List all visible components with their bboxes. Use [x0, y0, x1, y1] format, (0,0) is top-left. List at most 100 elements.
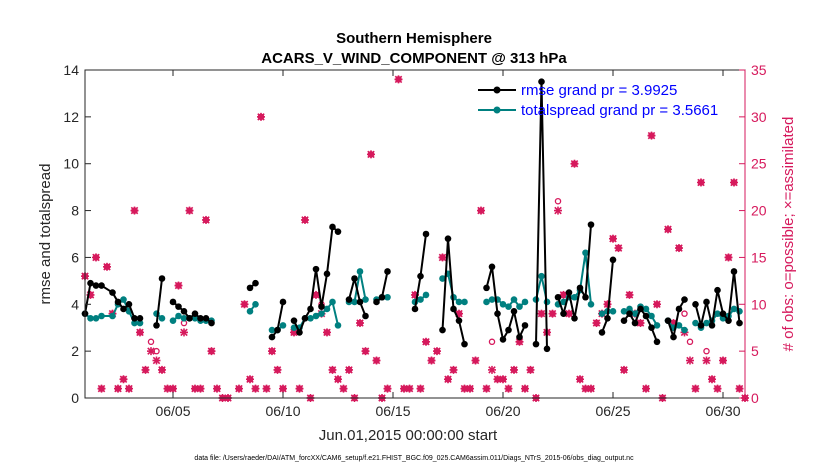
rmse-point — [351, 275, 358, 282]
y-right-tick-label: 0 — [751, 390, 759, 406]
totalspread-point — [191, 315, 199, 322]
rmse-point — [158, 275, 166, 282]
rmse-point — [703, 298, 710, 306]
obs-possible-marker — [686, 338, 694, 346]
obs-assimilated-marker — [97, 384, 106, 393]
totalspread-point — [109, 312, 116, 320]
legend-totalspread-label: totalspread grand pr = 3.5661 — [521, 102, 718, 119]
totalspread-point — [362, 296, 369, 303]
totalspread-point — [158, 315, 166, 322]
obs-assimilated-marker — [196, 384, 205, 393]
totalspread-point — [510, 296, 518, 303]
obs-assimilated-marker — [735, 384, 744, 393]
rmse-point — [692, 300, 699, 308]
obs-assimilated-marker — [433, 347, 441, 356]
rmse-point — [538, 78, 545, 86]
x-axis-label: Jun.01,2015 00:00:00 start — [319, 427, 498, 444]
data-file-footer: data file: /Users/raeder/DAI/ATM_forcXX/… — [194, 455, 634, 462]
totalspread-point — [422, 291, 430, 299]
obs-assimilated-marker — [213, 384, 221, 393]
rmse-point — [334, 228, 342, 235]
y-axis-left-ticks: 0 2 4 6 8 10 12 14 — [63, 62, 91, 406]
rmse-point — [521, 322, 529, 329]
obs-assimilated-marker — [570, 159, 579, 168]
totalspread-point — [703, 319, 710, 327]
obs-assimilated-marker — [235, 384, 243, 393]
obs-assimilated-marker — [730, 178, 738, 187]
rmse-point — [708, 322, 716, 329]
obs-assimilated-marker — [268, 347, 276, 356]
x-tick-label: 06/20 — [485, 403, 520, 419]
rmse-point — [648, 324, 655, 332]
obs-assimilated-marker — [147, 347, 155, 356]
obs-assimilated-marker — [202, 215, 210, 224]
obs-assimilated-marker — [702, 356, 711, 365]
obs-assimilated-marker — [510, 365, 518, 374]
totalspread-point — [648, 312, 655, 320]
totalspread-point — [98, 312, 105, 320]
totalspread-point — [455, 298, 463, 306]
totalspread-point — [521, 298, 529, 306]
rmse-point — [439, 326, 446, 334]
totalspread-point — [461, 298, 468, 306]
rmse-point — [296, 329, 303, 336]
obs-assimilated-marker — [576, 375, 584, 384]
totalspread-point — [642, 305, 650, 313]
rmse-point — [499, 336, 507, 343]
rmse-point — [455, 317, 463, 324]
rmse-point — [290, 317, 298, 324]
obs-assimilated-marker — [279, 384, 287, 393]
obs-assimilated-marker — [653, 300, 661, 309]
obs-assimilated-marker — [367, 150, 375, 159]
legend-rmse-label: rmse grand pr = 3.9925 — [521, 82, 677, 99]
obs-possible-marker — [554, 197, 562, 205]
rmse-point — [631, 319, 639, 327]
rmse-point — [378, 293, 386, 301]
y-left-tick-label: 2 — [71, 343, 79, 359]
rmse-point — [571, 315, 578, 322]
obs-assimilated-marker — [92, 253, 100, 262]
rmse-point — [444, 235, 452, 242]
rmse-point — [582, 293, 589, 301]
rmse-point — [318, 303, 325, 310]
totalspread-point — [252, 300, 259, 308]
y-left-tick-label: 14 — [63, 62, 79, 78]
obs-assimilated-marker — [482, 384, 491, 393]
totalspread-point — [653, 322, 661, 329]
y-right-tick-label: 30 — [751, 109, 767, 125]
y-right-tick-label: 20 — [751, 203, 767, 219]
rmse-point — [565, 289, 573, 296]
totalspread-point — [571, 293, 578, 301]
obs-assimilated-marker — [136, 328, 144, 337]
obs-assimilated-marker — [328, 365, 337, 374]
obs-assimilated-marker — [592, 319, 601, 328]
obs-assimilated-marker — [257, 112, 265, 121]
rmse-point — [384, 268, 391, 275]
rmse-point — [120, 305, 127, 313]
obs-assimilated-marker — [323, 328, 331, 337]
totalspread-point — [120, 296, 127, 303]
obs-assimilated-marker — [499, 375, 507, 384]
totalspread-point — [516, 303, 523, 310]
y-left-tick-label: 12 — [63, 109, 79, 125]
y-left-tick-label: 0 — [71, 390, 79, 406]
obs-assimilated-marker — [119, 375, 128, 384]
totalspread-point — [356, 268, 364, 275]
obs-assimilated-marker — [356, 319, 364, 328]
totalspread-point — [92, 315, 100, 322]
totalspread-point — [384, 293, 391, 301]
obs-assimilated-marker — [548, 309, 557, 318]
totalspread-point — [730, 305, 738, 313]
obs-assimilated-marker — [361, 347, 370, 356]
totalspread-point — [587, 300, 595, 308]
obs-assimilated-marker — [394, 75, 403, 84]
rmse-point — [483, 284, 490, 292]
totalspread-point — [582, 249, 589, 257]
rmse-point — [109, 289, 116, 296]
rmse-point — [461, 340, 468, 348]
obs-assimilated-marker — [174, 281, 183, 290]
x-tick-label: 06/30 — [705, 403, 740, 419]
rmse-point — [510, 308, 518, 315]
obs-assimilated-marker — [620, 365, 628, 374]
totalspread-point — [279, 322, 287, 329]
